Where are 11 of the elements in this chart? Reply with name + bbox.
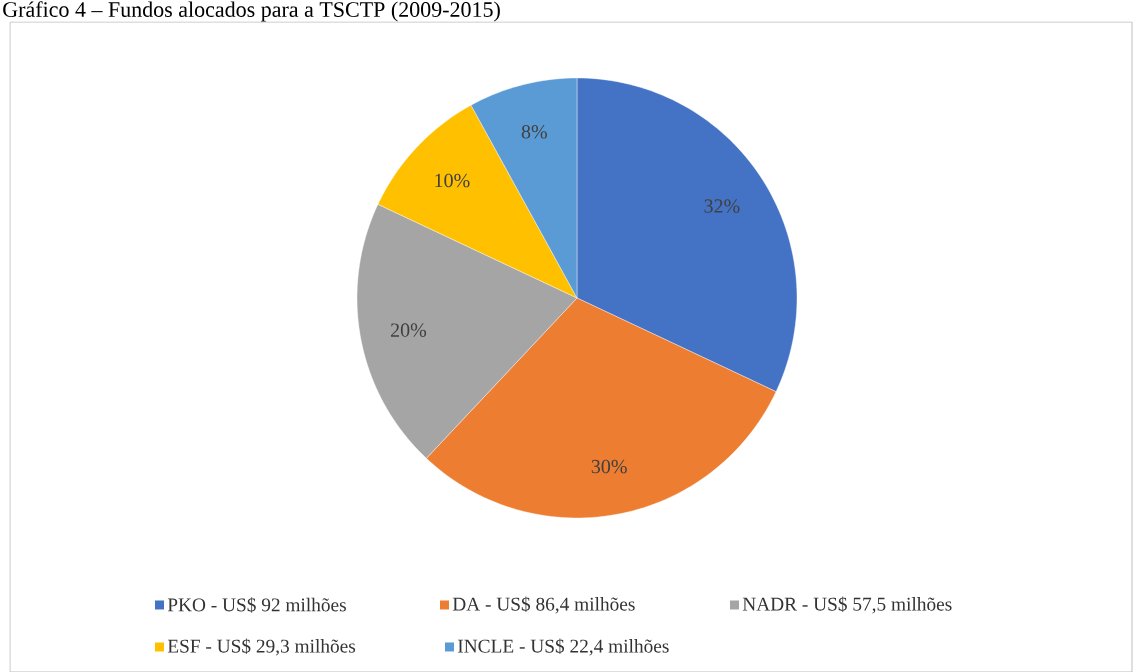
legend-label: DA - US$ 86,4 milhões bbox=[452, 596, 635, 614]
chart-title: Gráfico 4 – Fundos alocados para a TSCTP (2009-2015) bbox=[3, 1, 500, 22]
data-label: 30% bbox=[591, 459, 627, 474]
legend-label: INCLE - US$ 22,4 milhões bbox=[457, 638, 669, 656]
data-label: 32% bbox=[704, 199, 740, 213]
legend-label: PKO - US$ 92 milhões bbox=[167, 597, 346, 613]
legend-label: NADR - US$ 57,5 milhões bbox=[742, 596, 952, 614]
data-label: 8% bbox=[521, 124, 547, 139]
data-label: 10% bbox=[435, 173, 470, 188]
data-label: 20% bbox=[390, 323, 427, 337]
legend-label: ESF - US$ 29,3 milhões bbox=[167, 638, 356, 656]
